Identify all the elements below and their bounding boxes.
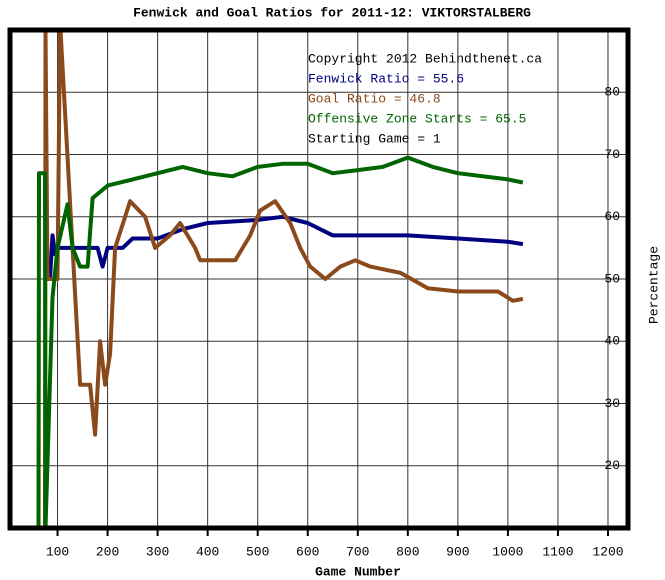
x-tick-label: 300	[146, 544, 169, 559]
x-tick-label: 400	[196, 544, 219, 559]
y-axis-label: Percentage	[646, 246, 661, 324]
x-tick-label: 800	[396, 544, 419, 559]
line-series	[36, 155, 524, 528]
x-tick-label: 100	[46, 544, 69, 559]
x-tick-label: 600	[296, 544, 319, 559]
y-tick-label: 70	[604, 147, 620, 162]
x-tick-label: 1200	[592, 544, 623, 559]
x-tick-label: 200	[96, 544, 119, 559]
y-tick-label: 80	[604, 85, 620, 100]
x-tick-label: 500	[246, 544, 269, 559]
x-tick-label: 1000	[492, 544, 523, 559]
y-tick-label: 20	[604, 458, 620, 473]
chart-title: Fenwick and Goal Ratios for 2011-12: VIK…	[133, 5, 531, 20]
x-tick-label: 700	[346, 544, 369, 559]
y-tick-label: 60	[604, 209, 620, 224]
annotation: Goal Ratio = 46.8	[308, 91, 441, 106]
x-axis-label: Game Number	[315, 564, 401, 579]
y-tick-label: 50	[604, 271, 620, 286]
annotation: Fenwick Ratio = 55.6	[308, 71, 464, 86]
line-series	[43, 30, 524, 528]
plot-border	[7, 27, 631, 531]
x-tick-label: 1100	[542, 544, 573, 559]
annotation: Copyright 2012 Behindthenet.ca	[308, 51, 542, 66]
x-tick-label: 900	[446, 544, 469, 559]
y-tick-label: 30	[604, 396, 620, 411]
annotation: Offensive Zone Starts = 65.5	[308, 111, 526, 126]
y-tick-label: 40	[604, 334, 620, 349]
annotation: Starting Game = 1	[308, 131, 441, 146]
